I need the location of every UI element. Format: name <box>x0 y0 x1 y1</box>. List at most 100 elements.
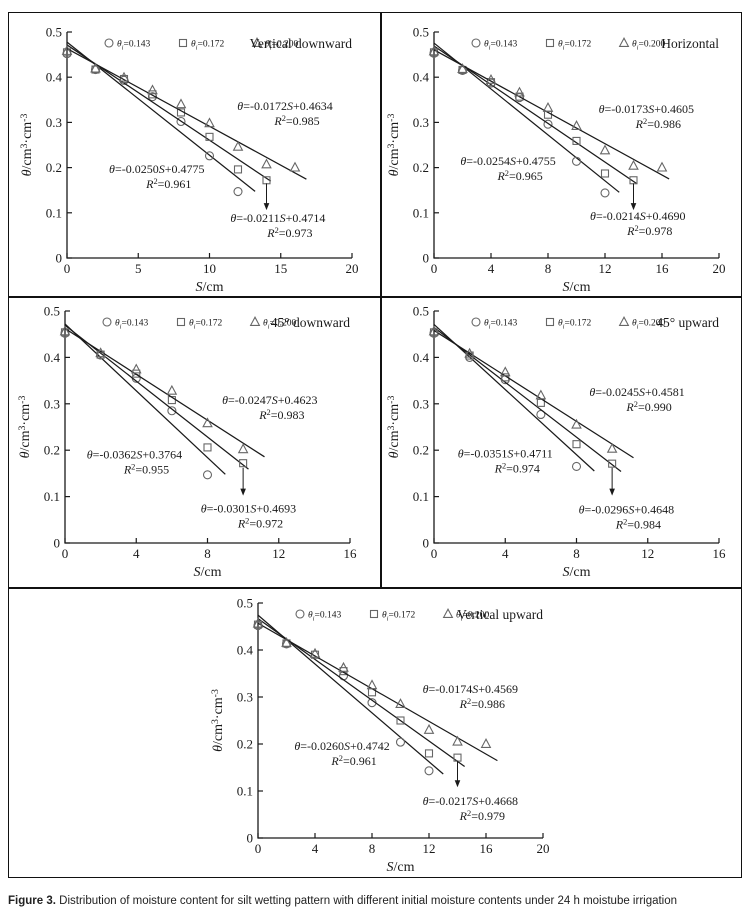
y-axis-label: θ/cm3·cm-3 <box>386 114 402 177</box>
panel-vertical-downward: 0 5 10 15 20 0 0.1 0.2 0.3 0.4 0.5 S/cm θ/cm3·cm-3 θi… <box>19 25 359 296</box>
y-tick-label: 0.5 <box>44 304 60 319</box>
x-tick-label: 10 <box>203 261 216 276</box>
marker-triangle <box>204 117 215 128</box>
marker-square <box>233 165 243 174</box>
marker-square <box>545 317 555 327</box>
equation-label: θ=-0.0250S+0.4775 <box>109 162 204 176</box>
marker-square <box>239 459 248 468</box>
marker-triangle <box>237 443 249 454</box>
x-tick-label: 15 <box>274 261 287 276</box>
r-squared-label: R2=0.979 <box>459 809 505 823</box>
panel-horizontal: 0 4 8 12 16 20 0 0.1 0.2 0.3 0.4 0.5 S/cm θ/cm3·cm-3 θ… <box>386 25 726 296</box>
r-squared-label: R2=0.978 <box>626 224 672 238</box>
x-axis-label: S/cm <box>563 565 591 580</box>
legend-item: θi=0.143 <box>295 609 342 623</box>
fit-line <box>433 49 670 180</box>
equation-label: θ=-0.0301S+0.4693 <box>201 501 296 515</box>
marker-triangle <box>251 37 263 47</box>
legend-label: θi=0.143 <box>484 40 518 52</box>
y-tick-label: 0.3 <box>44 396 60 411</box>
marker-square <box>600 169 610 178</box>
marker-triangle <box>281 636 292 647</box>
x-tick-label: 0 <box>431 546 438 561</box>
marker-triangle <box>428 45 440 56</box>
x-tick-label: 8 <box>369 841 376 856</box>
caption-text: Distribution of moisture content for sil… <box>55 894 678 907</box>
r-squared-label: R2=0.965 <box>496 169 542 183</box>
legend-item: θi=0.172 <box>545 38 592 52</box>
equation-label: θ=-0.0247S+0.4623 <box>222 393 317 407</box>
marker-triangle <box>628 159 639 170</box>
axes <box>433 311 719 544</box>
equation-label: θ=-0.0174S+0.4569 <box>423 682 518 696</box>
marker-triangle <box>175 98 187 109</box>
x-tick-label: 12 <box>599 261 612 276</box>
y-tick-label: 0.4 <box>44 350 61 365</box>
marker-triangle <box>542 101 554 112</box>
marker-triangle <box>90 62 101 73</box>
marker-triangle <box>147 84 158 95</box>
equation-label: θ=-0.0296S+0.4648 <box>579 502 674 516</box>
equation-label: θ=-0.0351S+0.4711 <box>458 447 553 461</box>
x-axis-label: S/cm <box>563 280 591 295</box>
r-squared-label: R2=0.986 <box>459 697 505 711</box>
panel-vertical-upward: 0 4 8 12 16 20 0 0.1 0.2 0.3 0.4 0.5 S/cm θ/cm3·cm-3 θ… <box>210 596 550 876</box>
legend-item: θi=0.200 <box>618 316 666 331</box>
fit-line <box>66 47 307 180</box>
fit-line <box>64 323 226 475</box>
annotation-arrowhead <box>263 203 270 211</box>
x-tick-label: 8 <box>204 546 211 561</box>
marker-square <box>608 459 617 468</box>
marker-triangle <box>338 661 349 672</box>
x-tick-label: 0 <box>62 546 69 561</box>
marker-square <box>205 132 214 141</box>
equation-label: θ=-0.0172S+0.4634 <box>237 99 332 113</box>
equation-label: θ=-0.0214S+0.4690 <box>590 209 685 223</box>
y-tick-label: 0.3 <box>237 690 253 705</box>
y-tick-label: 0.4 <box>413 70 430 85</box>
annotation-arrowhead <box>630 203 637 211</box>
marker-square <box>515 92 524 101</box>
marker-triangle <box>656 161 668 172</box>
legend-label: θi=0.172 <box>189 319 223 331</box>
y-axis-label: θ/cm3·cm-3 <box>17 396 33 459</box>
fit-line <box>64 324 249 470</box>
marker-triangle <box>202 417 213 428</box>
x-tick-label: 16 <box>480 841 494 856</box>
legend-item: θi=0.172 <box>545 317 592 331</box>
r-squared-label: R2=0.974 <box>494 462 540 476</box>
legend-item: θi=0.143 <box>104 38 151 52</box>
legend-label: θi=0.172 <box>558 319 592 331</box>
y-tick-label: 0.4 <box>237 643 254 658</box>
marker-circle <box>204 151 215 161</box>
marker-square <box>203 443 212 452</box>
y-tick-label: 0.2 <box>413 443 429 458</box>
y-tick-label: 0 <box>56 251 63 266</box>
y-tick-label: 0.5 <box>237 596 253 611</box>
x-tick-label: 16 <box>344 546 358 561</box>
x-tick-label: 4 <box>133 546 140 561</box>
marker-triangle <box>428 325 440 336</box>
y-tick-label: 0 <box>247 831 254 846</box>
x-tick-label: 0 <box>64 261 71 276</box>
y-tick-label: 0.3 <box>413 115 429 130</box>
marker-triangle <box>606 442 618 453</box>
r-squared-label: R2=0.955 <box>123 463 169 477</box>
r-squared-label: R2=0.990 <box>625 400 671 414</box>
marker-triangle <box>232 140 244 151</box>
legend-label: θi=0.200 <box>263 319 297 331</box>
marker-triangle <box>599 144 611 155</box>
marker-square <box>396 716 405 725</box>
y-tick-label: 0.5 <box>413 25 429 40</box>
x-tick-label: 5 <box>135 261 142 276</box>
marker-square <box>501 373 510 382</box>
panel-divider-horizontal-1 <box>8 296 742 298</box>
annotation-arrowhead <box>609 488 615 496</box>
equation-label: θ=-0.0362S+0.3764 <box>87 448 182 462</box>
marker-square <box>176 317 186 327</box>
marker-triangle <box>452 735 463 746</box>
marker-square <box>369 609 379 619</box>
marker-triangle <box>309 647 321 658</box>
